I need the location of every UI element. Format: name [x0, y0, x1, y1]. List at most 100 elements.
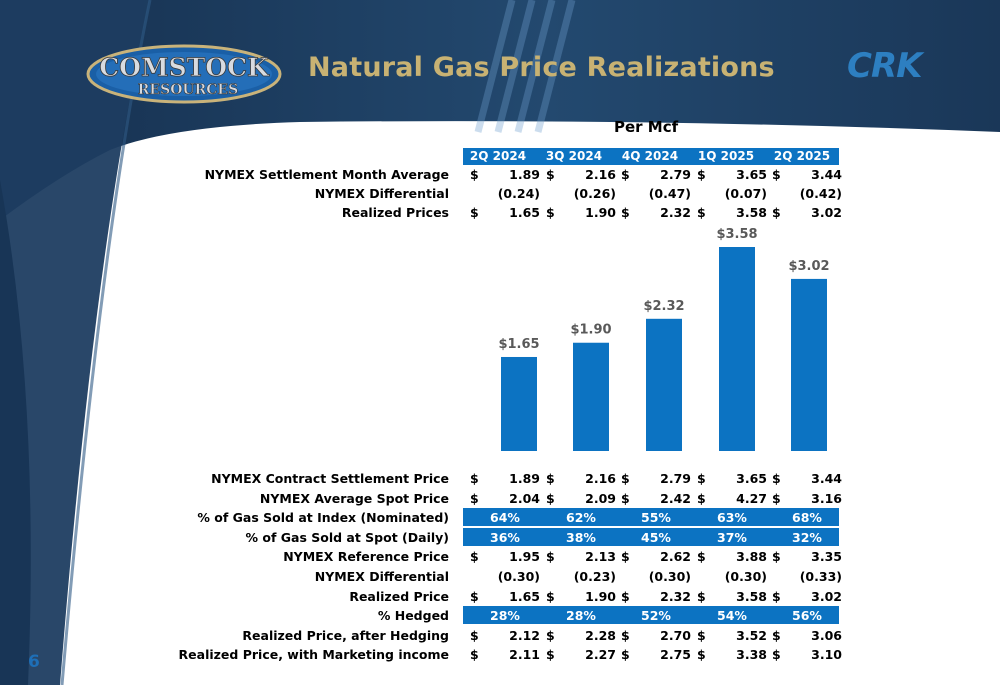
- cell-value: 64%: [490, 510, 520, 526]
- cell-value: 32%: [792, 529, 822, 545]
- table-cell: $3.58: [697, 205, 767, 223]
- highlight-band: [463, 527, 839, 546]
- row-label: % of Gas Sold at Spot (Daily): [245, 529, 450, 545]
- cell-value: 2.70: [660, 627, 691, 643]
- cell-value: 3.35: [811, 549, 842, 565]
- table-cell: $2.32: [621, 205, 691, 223]
- cell-value: 4.27: [736, 490, 767, 506]
- table-cell: 28%: [546, 608, 616, 626]
- cell-value: 28%: [566, 608, 596, 624]
- bar: [646, 318, 682, 451]
- column-header: 1Q 2025: [697, 149, 755, 163]
- cell-value: 52%: [641, 608, 671, 624]
- table-cell: $3.02: [772, 205, 842, 223]
- table-row: % of Gas Sold at Index (Nominated) 64% 62%…: [0, 510, 1000, 528]
- cell-value: 3.88: [736, 549, 767, 565]
- dollar-sign: $: [697, 490, 706, 506]
- dollar-sign: $: [546, 588, 555, 604]
- table-row: % of Gas Sold at Spot (Daily) 36% 38% 45% 37…: [0, 530, 1000, 548]
- bar: [573, 342, 609, 451]
- dollar-sign: $: [621, 647, 630, 663]
- cell-value: 3.44: [811, 471, 842, 486]
- bar: [791, 278, 827, 451]
- cell-value: 3.02: [811, 205, 842, 220]
- cell-value: 1.90: [585, 588, 616, 604]
- cell-value: (0.30): [724, 569, 767, 584]
- dollar-sign: $: [697, 471, 706, 486]
- table-cell: (0.26): [546, 186, 616, 204]
- dollar-sign: $: [470, 549, 479, 565]
- cell-value: 3.38: [736, 647, 767, 663]
- dollar-sign: $: [546, 205, 555, 220]
- dollar-sign: $: [621, 549, 630, 565]
- table-cell: $1.95: [470, 549, 540, 567]
- table-cell: $3.02: [772, 589, 842, 607]
- highlight-band: [463, 508, 839, 527]
- data-label: $2.32: [643, 299, 684, 314]
- table-cell: 52%: [621, 608, 691, 626]
- table-cell: 56%: [772, 608, 842, 626]
- column-header: 2Q 2024: [469, 149, 527, 163]
- row-label: NYMEX Differential: [314, 186, 449, 201]
- cell-value: (0.30): [497, 569, 540, 584]
- dollar-sign: $: [470, 167, 479, 182]
- cell-value: (0.47): [648, 186, 691, 201]
- cell-value: 2.27: [585, 647, 616, 663]
- table-row: NYMEX Differential (0.24) (0.26) (0.47) (0.0…: [0, 186, 1000, 204]
- table-cell: 64%: [470, 510, 540, 528]
- table-cell: $2.11: [470, 647, 540, 665]
- dollar-sign: $: [470, 205, 479, 220]
- table-cell: 55%: [621, 510, 691, 528]
- table-cell: 36%: [470, 530, 540, 548]
- cell-value: (0.23): [573, 569, 616, 584]
- cell-value: 45%: [641, 529, 671, 545]
- cell-value: 54%: [717, 608, 747, 624]
- row-label: NYMEX Average Spot Price: [259, 490, 449, 506]
- cell-value: 3.44: [811, 167, 842, 182]
- cell-value: 2.04: [509, 490, 540, 506]
- dollar-sign: $: [546, 647, 555, 663]
- row-label: % Hedged: [377, 608, 449, 624]
- table-cell: $3.44: [772, 167, 842, 185]
- column-header: 2Q 2025: [773, 149, 831, 163]
- row-label: Realized Price, after Hedging: [242, 627, 449, 643]
- dollar-sign: $: [772, 167, 781, 182]
- cell-value: 36%: [490, 529, 520, 545]
- cell-value: 1.65: [509, 588, 540, 604]
- table-cell: 38%: [546, 530, 616, 548]
- table-cell: $3.52: [697, 628, 767, 646]
- table-cell: 54%: [697, 608, 767, 626]
- cell-value: (0.42): [799, 186, 842, 201]
- cell-value: 37%: [717, 529, 747, 545]
- column-header-band: 2Q 2024 3Q 2024 4Q 2024 1Q 2025 2Q 2025: [463, 148, 839, 165]
- table-row: Realized Price $1.65 $1.90 $2.32 $3.58 $3.02: [0, 589, 1000, 607]
- table-cell: $2.16: [546, 471, 616, 489]
- column-header: 4Q 2024: [621, 149, 679, 163]
- table-cell: $3.44: [772, 471, 842, 489]
- cell-value: 28%: [490, 608, 520, 624]
- cell-value: 1.65: [509, 205, 540, 220]
- table-cell: 63%: [697, 510, 767, 528]
- dollar-sign: $: [470, 647, 479, 663]
- cell-value: 2.09: [585, 490, 616, 506]
- table-cell: $1.90: [546, 205, 616, 223]
- cell-value: 2.11: [509, 647, 540, 663]
- data-label: $3.58: [716, 227, 757, 242]
- table-cell: $1.65: [470, 205, 540, 223]
- cell-value: 38%: [566, 529, 596, 545]
- chart-title: Per Mcf: [614, 118, 679, 136]
- table-cell: $1.89: [470, 471, 540, 489]
- table-cell: $3.65: [697, 167, 767, 185]
- cell-value: 1.89: [509, 471, 540, 486]
- data-label: $1.65: [498, 337, 539, 352]
- table-cell: $3.10: [772, 647, 842, 665]
- cell-value: 56%: [792, 608, 822, 624]
- table-cell: $2.09: [546, 491, 616, 509]
- table-cell: (0.42): [772, 186, 842, 204]
- table-cell: $2.42: [621, 491, 691, 509]
- cell-value: 3.16: [811, 490, 842, 506]
- cell-value: 3.10: [811, 647, 842, 663]
- cell-value: 55%: [641, 510, 671, 526]
- table-row: NYMEX Differential (0.30) (0.23) (0.30) (0.3…: [0, 569, 1000, 587]
- cell-value: (0.26): [573, 186, 616, 201]
